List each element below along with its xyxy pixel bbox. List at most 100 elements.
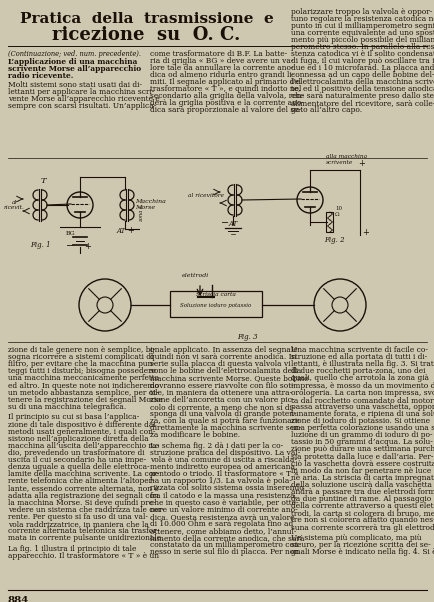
Text: tre non si colorera affatto quando nes-: tre non si colorera affatto quando nes- [291, 517, 434, 524]
Text: come trasformatore di B.F. La batte-: come trasformatore di B.F. La batte- [149, 50, 286, 58]
Text: sogna ricorrere a sistemi complicati di: sogna ricorrere a sistemi complicati di [8, 353, 153, 361]
Text: due ed i 10 microfarad. La placca andrà: due ed i 10 microfarad. La placca andrà [291, 64, 434, 72]
Text: +: + [361, 228, 368, 237]
Text: radio ricevente.: radio ricevente. [8, 72, 73, 80]
Text: tile, in maniera da ottenere una attra-: tile, in maniera da ottenere una attra- [149, 389, 291, 397]
Text: miti. Il segnale applicato al primario del: miti. Il segnale applicato al primario d… [149, 78, 300, 86]
Text: lettanti, è illustrata nella fig. 3. Si tratta: lettanti, è illustrata nella fig. 3. Si … [291, 360, 434, 368]
Text: impressa, è mosso da un movimento di: impressa, è mosso da un movimento di [291, 382, 434, 389]
Text: nere un valore minimo di corrente ano-: nere un valore minimo di corrente ano- [149, 506, 296, 514]
Text: orologeria. La carta non impressa, svol-: orologeria. La carta non impressa, svol- [291, 389, 434, 397]
Text: zione può durare una settimana purchè: zione può durare una settimana purchè [291, 445, 434, 453]
Text: luzione di un grammo di ioduro di po-: luzione di un grammo di ioduro di po- [291, 431, 432, 439]
Text: la macchina Morse. Si deve quindi pre-: la macchina Morse. Si deve quindi pre- [8, 498, 155, 507]
Text: −: − [220, 218, 229, 228]
Text: dica. Questa resistenza avrà un valore: dica. Questa resistenza avrà un valore [149, 513, 293, 521]
Text: vola raddrizzatrice, in maniera che la: vola raddrizzatrice, in maniera che la [8, 520, 148, 528]
Text: trodi, la carta si colorera di bruno, men-: trodi, la carta si colorera di bruno, me… [291, 509, 434, 517]
Text: La fig. 1 illustra il principio di tale: La fig. 1 illustra il principio di tale [8, 545, 136, 553]
Text: ciò la vaschetta dovrà essere costruita: ciò la vaschetta dovrà essere costruita [291, 459, 434, 468]
Text: ria di griglia « BG » deve avere un va-: ria di griglia « BG » deve avere un va- [149, 57, 293, 65]
Text: lante, essendo corrente alternata, non è: lante, essendo corrente alternata, non è [8, 485, 158, 492]
Text: adatta alla registrazione dei segnali con: adatta alla registrazione dei segnali co… [8, 492, 158, 500]
Text: zona s: zona s [139, 205, 144, 222]
Text: secondario alla griglia della valvola, ren-: secondario alla griglia della valvola, r… [149, 92, 303, 100]
Text: che sarà naturalmente preso dallo stesso: che sarà naturalmente preso dallo stesso [291, 92, 434, 100]
Text: mata in corrente pulsante unidirezionale.: mata in corrente pulsante unidirezionale… [8, 534, 163, 542]
Text: un metodo abbastanza semplice, per ot-: un metodo abbastanza semplice, per ot- [8, 389, 158, 397]
Text: da due puntine di rame. Al passaggio: da due puntine di rame. Al passaggio [291, 495, 431, 503]
Text: tassio in 50 grammi d’acqua. La solu-: tassio in 50 grammi d’acqua. La solu- [291, 438, 432, 446]
Text: in modo da non far penetrare nè luce: in modo da non far penetrare nè luce [291, 467, 431, 475]
Text: una corrente equivalente ad uno sposta-: una corrente equivalente ad uno sposta- [291, 29, 434, 37]
Text: sistono nell’applicazione diretta della: sistono nell’applicazione diretta della [8, 435, 148, 442]
Text: l’elettrocalamita della macchina scriven-: l’elettrocalamita della macchina scriven… [291, 78, 434, 86]
Text: della soluzione uscirà dalla vaschetta ed: della soluzione uscirà dalla vaschetta e… [291, 481, 434, 489]
Text: trasformatore « T », e quindi indotto nel: trasformatore « T », e quindi indotto ne… [149, 85, 300, 93]
Text: teggi tutti i disturbi; bisogna possedere: teggi tutti i disturbi; bisogna posseder… [8, 367, 156, 375]
Text: L’applicazione di una macchina: L’applicazione di una macchina [8, 58, 137, 66]
Text: ta dal rocchetto comandato dal motore,: ta dal rocchetto comandato dal motore, [291, 396, 434, 404]
Text: rente. Per questo si fa uso di una val-: rente. Per questo si fa uso di una val- [8, 513, 148, 521]
Text: te, ed il positivo della tensione anodica,: te, ed il positivo della tensione anodic… [291, 85, 434, 93]
Text: +: + [357, 159, 364, 168]
Text: tenere la registrazione dei segnali Morse: tenere la registrazione dei segnali Mors… [8, 396, 162, 404]
Text: macchina scrivente Morse. Queste bobine: macchina scrivente Morse. Queste bobine [149, 374, 307, 382]
Text: rente telefonica che alimenta l’altoper-: rente telefonica che alimenta l’altoper- [8, 477, 154, 485]
Text: +: + [127, 226, 134, 235]
Text: 884: 884 [8, 596, 30, 602]
Text: sicuro, per la ricezione scritta dei se-: sicuro, per la ricezione scritta dei se- [291, 541, 430, 549]
Text: lamite della macchina scrivente. La cor-: lamite della macchina scrivente. La cor- [8, 470, 159, 478]
Text: di 10.000 Ohm e sarà regolata fino ad: di 10.000 Ohm e sarà regolata fino ad [149, 520, 292, 528]
Text: sia protetta dalla luce e dall’aria. Per-: sia protetta dalla luce e dall’aria. Per… [291, 453, 433, 461]
Text: vedere un sistema che raddrizza tale cor-: vedere un sistema che raddrizza tale cor… [8, 506, 164, 514]
Text: corrente alternata telefonica sia trasfor-: corrente alternata telefonica sia trasfo… [8, 527, 159, 535]
Text: vola è una comune di uscita a riscalda-: vola è una comune di uscita a riscalda- [149, 456, 296, 464]
Text: tunamente forata, e ripiena di una solu-: tunamente forata, e ripiena di una solu- [291, 410, 434, 418]
Text: nè aria. La striscia di carta impregnata: nè aria. La striscia di carta impregnata [291, 474, 434, 482]
Text: Pratica  della  trasmissione  e: Pratica della trasmissione e [20, 12, 273, 26]
Text: di due rocchetti porta-zona, uno dei: di due rocchetti porta-zona, uno dei [291, 367, 425, 375]
Text: Striscia carta: Striscia carta [196, 292, 235, 297]
Text: gnale applicato. In assenza del segnale: gnale applicato. In assenza del segnale [149, 346, 296, 354]
Text: direttamente la macchina scrivente sen-: direttamente la macchina scrivente sen- [149, 424, 300, 432]
Text: zione di ioduro di potassio. Si ottiene: zione di ioduro di potassio. Si ottiene [291, 417, 429, 425]
Text: punto in cui il milliamperometro segni: punto in cui il milliamperometro segni [291, 22, 434, 30]
Text: di fuga, il cui valore può oscillare tra i: di fuga, il cui valore può oscillare tra… [291, 57, 434, 65]
Text: suna corrente scorrerà tra gli elettrodi.: suna corrente scorrerà tra gli elettrodi… [291, 524, 434, 532]
Text: zione dell’ancoretta con un valore pic-: zione dell’ancoretta con un valore pic- [149, 396, 293, 404]
Text: polarizzare troppo la valvola è oppor-: polarizzare troppo la valvola è oppor- [291, 8, 431, 16]
Text: sono le bobine dell’elettrocalamita della: sono le bobine dell’elettrocalamita dell… [149, 367, 300, 375]
Text: Fig. 1: Fig. 1 [30, 241, 50, 249]
Text: metodi usati generalmente, i quali con-: metodi usati generalmente, i quali con- [8, 427, 155, 436]
Text: tuno regolare la resistenza catodica nel: tuno regolare la resistenza catodica nel [291, 15, 434, 23]
Text: AT: AT [117, 227, 126, 235]
Text: za modificare le bobine.: za modificare le bobine. [149, 431, 239, 439]
Text: sempre con scarsi risultati. Un’applica-: sempre con scarsi risultati. Un’applica- [8, 102, 156, 110]
Text: zione di tale dispositivo è differente dai: zione di tale dispositivo è differente d… [8, 421, 155, 429]
Text: serie sulla placca di questa valvola vi: serie sulla placca di questa valvola vi [149, 360, 289, 368]
Text: Il principio su cui si basa l’applica-: Il principio su cui si basa l’applica- [8, 414, 139, 421]
Text: rizzata col solito sistema ossia inserendo: rizzata col solito sistema ossia inseren… [149, 485, 303, 492]
Text: gnali Morse è indicato nella fig. 4. Si è: gnali Morse è indicato nella fig. 4. Si … [291, 548, 434, 556]
Text: denza uguale a quella delle elettroca-: denza uguale a quella delle elettroca- [8, 463, 149, 471]
Text: stenza catodica vi è il solito condensatore: stenza catodica vi è il solito condensat… [291, 50, 434, 58]
Text: T: T [41, 177, 46, 185]
Text: Fig. 3: Fig. 3 [236, 333, 257, 341]
Text: dica sarà proporzionale al valore del se-: dica sarà proporzionale al valore del se… [149, 106, 300, 114]
Text: dica od almeno ridurla entro grandi li-: dica od almeno ridurla entro grandi li- [149, 71, 293, 79]
Text: BG: BG [66, 231, 76, 236]
Text: alimentatore del ricevitore, sarà colle-: alimentatore del ricevitore, sarà colle- [291, 99, 434, 107]
Text: ricezione  su  O. C.: ricezione su O. C. [53, 26, 240, 44]
Text: lore tale da annullare la corrente ano-: lore tale da annullare la corrente ano- [149, 64, 293, 72]
Text: elettrodi: elettrodi [181, 273, 208, 278]
Text: Soluzione ioduro potassio: Soluzione ioduro potassio [180, 303, 251, 308]
Text: Fig. 2: Fig. 2 [323, 236, 344, 244]
Text: mento indiretto europea od americana,: mento indiretto europea od americana, [149, 463, 296, 471]
Text: derà la griglia positiva e la corrente ano-: derà la griglia positiva e la corrente a… [149, 99, 303, 107]
Text: quindi non vi sarà corrente anodica. In: quindi non vi sarà corrente anodica. In [149, 353, 296, 361]
Text: connessa ad un capo delle bobine del-: connessa ad un capo delle bobine del- [291, 71, 434, 79]
Text: scrivente Morse all’apparecchio: scrivente Morse all’apparecchio [8, 65, 141, 73]
Text: uscita il cui secondario ha una impe-: uscita il cui secondario ha una impe- [8, 456, 146, 464]
Text: dio, prevedendo un trasformatore di: dio, prevedendo un trasformatore di [8, 449, 144, 457]
